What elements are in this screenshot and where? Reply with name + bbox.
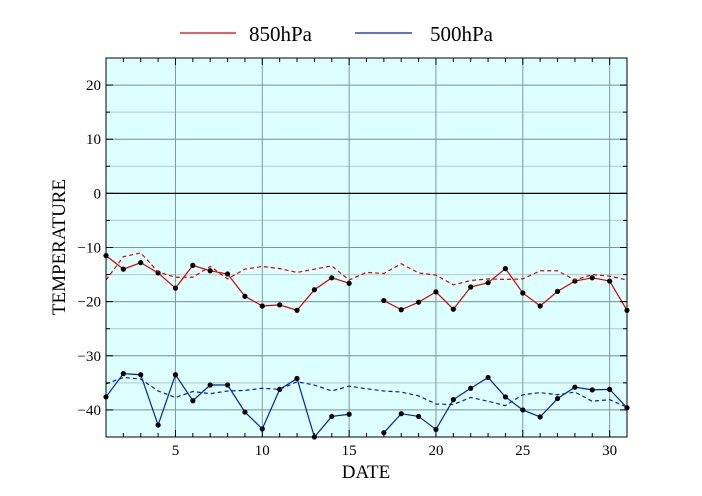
data-point-850hpa xyxy=(207,268,213,274)
x-tick-label: 25 xyxy=(515,443,530,459)
data-point-500hpa xyxy=(607,386,613,392)
data-point-500hpa xyxy=(485,374,491,381)
y-tick-label: −10 xyxy=(78,241,101,257)
data-point-500hpa xyxy=(589,387,595,393)
data-point-850hpa xyxy=(433,289,439,295)
data-point-500hpa xyxy=(450,397,456,403)
data-point-500hpa xyxy=(190,398,196,404)
x-tick-label: 10 xyxy=(255,443,270,459)
data-point-850hpa xyxy=(190,262,196,268)
data-point-500hpa xyxy=(572,384,578,390)
data-point-850hpa xyxy=(224,271,231,277)
data-point-850hpa xyxy=(120,266,126,272)
data-point-850hpa xyxy=(589,275,595,281)
data-point-500hpa xyxy=(155,422,161,428)
y-tick-label: 0 xyxy=(94,186,102,202)
y-tick-label: −20 xyxy=(78,295,101,311)
y-tick-label: 20 xyxy=(86,78,101,94)
data-point-500hpa xyxy=(398,411,404,417)
x-tick-label: 20 xyxy=(428,443,443,459)
y-tick-label: 10 xyxy=(86,132,101,148)
legend: 850hPa 500hPa xyxy=(180,22,494,46)
data-point-850hpa xyxy=(277,302,283,308)
data-point-500hpa xyxy=(138,372,144,378)
data-point-500hpa xyxy=(242,409,248,415)
y-tick-label: −40 xyxy=(78,403,101,419)
data-point-500hpa xyxy=(502,394,509,400)
data-point-850hpa xyxy=(485,280,491,286)
data-point-850hpa xyxy=(416,299,422,305)
data-point-500hpa xyxy=(381,430,387,436)
data-point-500hpa xyxy=(172,372,179,378)
data-point-850hpa xyxy=(468,284,474,290)
data-point-500hpa xyxy=(259,426,265,432)
x-tick-label: 5 xyxy=(172,443,180,459)
x-tick-label: 30 xyxy=(602,443,617,459)
data-point-500hpa xyxy=(468,385,474,391)
data-point-850hpa xyxy=(520,290,526,296)
data-point-500hpa xyxy=(277,386,283,392)
data-point-850hpa xyxy=(138,260,144,266)
data-point-850hpa xyxy=(172,285,179,291)
y-axis-label: TEMPERATURE xyxy=(49,179,70,315)
x-tick-label: 15 xyxy=(342,443,357,459)
series-line-850hpa-normal xyxy=(105,252,628,286)
data-point-500hpa xyxy=(294,375,300,382)
data-point-850hpa xyxy=(502,266,509,272)
data-point-850hpa xyxy=(537,303,543,309)
axis-ticks: 5 10 15 20 25 30 20 10 0 −10 −20 −30 −40 xyxy=(78,57,628,459)
data-point-500hpa xyxy=(224,382,231,388)
legend-label-500hpa: 500hPa xyxy=(430,22,494,46)
legend-label-850hpa: 850hPa xyxy=(249,22,313,46)
data-point-500hpa xyxy=(537,414,543,420)
data-point-850hpa xyxy=(294,307,300,313)
x-axis-label: DATE xyxy=(342,462,391,483)
data-point-500hpa xyxy=(346,411,352,417)
data-point-850hpa xyxy=(450,306,456,312)
data-point-500hpa xyxy=(416,413,422,420)
data-point-850hpa xyxy=(329,275,335,281)
y-tick-label: −30 xyxy=(78,349,101,365)
series-layer xyxy=(103,252,630,440)
data-point-500hpa xyxy=(520,407,526,413)
data-point-500hpa xyxy=(433,426,439,433)
grid xyxy=(106,58,627,437)
data-point-850hpa xyxy=(381,297,387,304)
data-point-500hpa xyxy=(329,413,335,420)
data-point-850hpa xyxy=(242,293,248,299)
data-point-850hpa xyxy=(607,278,613,284)
data-point-850hpa xyxy=(554,288,561,294)
data-point-500hpa xyxy=(207,382,213,388)
data-point-850hpa xyxy=(398,307,404,313)
data-point-850hpa xyxy=(346,280,352,286)
data-point-850hpa xyxy=(259,303,265,309)
data-point-500hpa xyxy=(554,395,561,402)
data-point-850hpa xyxy=(311,287,317,293)
series-line-500hpa-normal xyxy=(105,376,628,408)
data-point-500hpa xyxy=(120,371,126,377)
